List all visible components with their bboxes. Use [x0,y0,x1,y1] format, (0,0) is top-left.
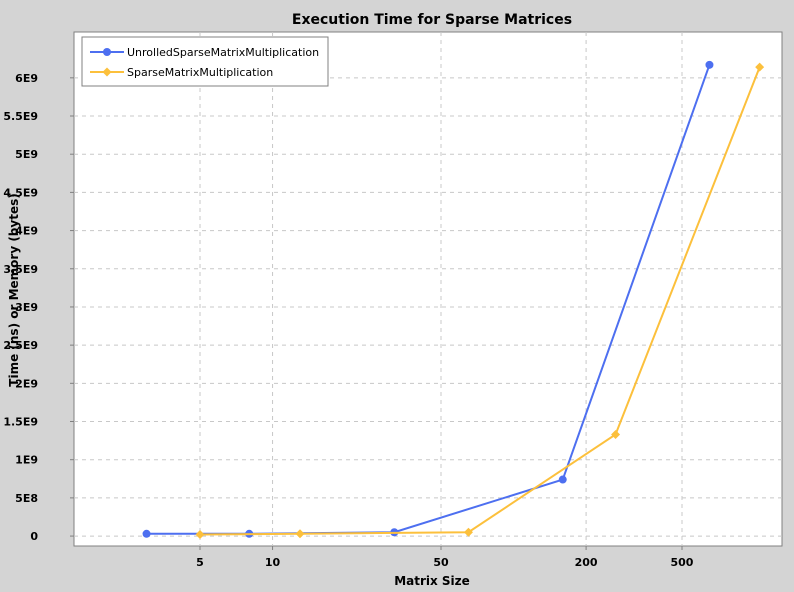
axes: 0 5E8 1E9 1.5E9 2E9 2.5E9 3E9 3.5E9 4E9 4.5E9 5E9 5… [3,72,693,569]
y-tick-label: 1E9 [15,454,38,467]
legend-label: SparseMatrixMultiplication [127,66,273,79]
y-tick-label: 4E9 [15,225,38,238]
x-tick-label: 500 [671,556,694,569]
legend-label: UnrolledSparseMatrixMultiplication [127,46,319,59]
series-layer [142,60,765,540]
legend-box [81,36,329,87]
x-tick-label: 200 [575,556,598,569]
data-point [295,529,305,539]
y-tick-label: 4.5E9 [3,186,38,199]
data-point [705,60,714,69]
x-axis-label: Matrix Size [394,574,470,588]
legend-marker [102,67,112,77]
chart-title: Execution Time for Sparse Matrices [292,12,572,28]
y-tick-label: 2E9 [15,377,38,390]
y-tick-label: 5E9 [15,148,38,161]
series [195,62,765,540]
x-tick-label: 5 [196,556,204,569]
data-point [558,475,567,484]
y-tick-label: 0 [30,530,38,543]
plot-area [73,31,783,547]
x-tick-label: 10 [265,556,281,569]
data-point [611,429,621,439]
y-tick-label: 5.5E9 [3,110,38,123]
y-tick-label: 3.5E9 [3,263,38,276]
y-axis-label: Time (ns) or Memory (bytes) [7,193,21,386]
y-tick-label: 1.5E9 [3,416,38,429]
legend: UnrolledSparseMatrixMultiplication Sparse… [81,36,329,87]
y-tick-label: 6E9 [15,72,38,85]
data-point [755,62,765,72]
y-tick-label: 2.5E9 [3,339,38,352]
x-tick-label: 50 [433,556,449,569]
grid [74,32,782,546]
legend-items: UnrolledSparseMatrixMultiplication Sparse… [90,46,319,79]
y-tick-label: 5E8 [15,492,38,505]
y-tick-label: 3E9 [15,301,38,314]
data-point [195,530,205,540]
data-point [142,529,151,538]
legend-marker [103,48,111,56]
data-point [463,527,473,537]
